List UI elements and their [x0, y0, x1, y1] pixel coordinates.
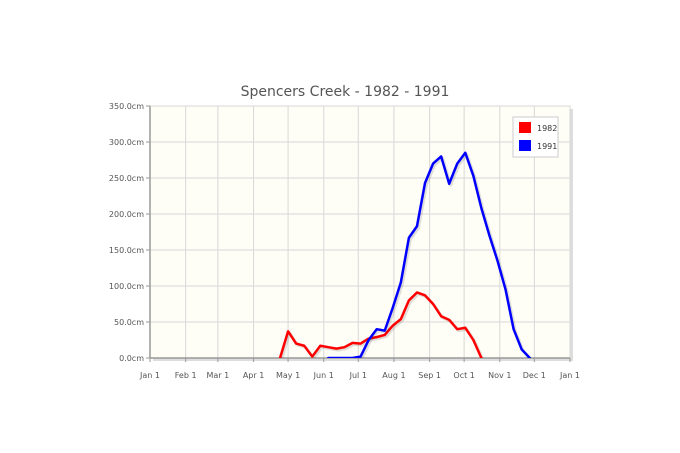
- legend-swatch-1991: [519, 140, 531, 151]
- x-tick-label: Mar 1: [207, 371, 230, 380]
- y-axis: 0.0cm 50.0cm 100.0cm 150.0cm 200.0cm 250.0cm 3…: [109, 102, 151, 363]
- x-tick-label: Jan 1: [139, 371, 160, 380]
- y-tick-label: 0.0cm: [119, 354, 144, 363]
- x-tick-label: Feb 1: [175, 371, 197, 380]
- legend-swatch-1982: [519, 122, 531, 133]
- y-tick-label: 350.0cm: [109, 102, 144, 111]
- y-tick-label: 300.0cm: [109, 138, 144, 147]
- chart-title: Spencers Creek - 1982 - 1991: [241, 84, 450, 100]
- series-1991-line: [327, 151, 531, 358]
- x-axis: Jan 1 Feb 1 Mar 1 Apr 1 May 1 Jun 1 Jul 1 Aug 1…: [139, 357, 580, 380]
- x-tick-label: Oct 1: [453, 371, 474, 380]
- y-tick-label: 100.0cm: [109, 282, 144, 291]
- series-lines: [278, 151, 532, 358]
- x-tick-label: Apr 1: [243, 371, 264, 380]
- y-tick-label: 200.0cm: [109, 210, 144, 219]
- y-tick-label: 150.0cm: [109, 246, 144, 255]
- x-tick-label: Nov 1: [488, 371, 511, 380]
- x-tick-label: Jul 1: [349, 371, 367, 380]
- x-tick-label: Dec 1: [523, 371, 546, 380]
- series-1982-line: [278, 291, 483, 358]
- legend-label-1991: 1991: [537, 142, 557, 151]
- y-tick-label: 250.0cm: [109, 174, 144, 183]
- legend: 1982 1991: [512, 116, 559, 158]
- legend-label-1982: 1982: [537, 124, 557, 133]
- x-tick-label: May 1: [276, 371, 300, 380]
- x-tick-label: Sep 1: [418, 371, 441, 380]
- x-tick-label: Jan 1: [559, 371, 580, 380]
- x-tick-label: Aug 1: [382, 371, 405, 380]
- plot-area: [149, 105, 571, 359]
- y-tick-label: 50.0cm: [114, 318, 144, 327]
- x-tick-label: Jun 1: [313, 371, 334, 380]
